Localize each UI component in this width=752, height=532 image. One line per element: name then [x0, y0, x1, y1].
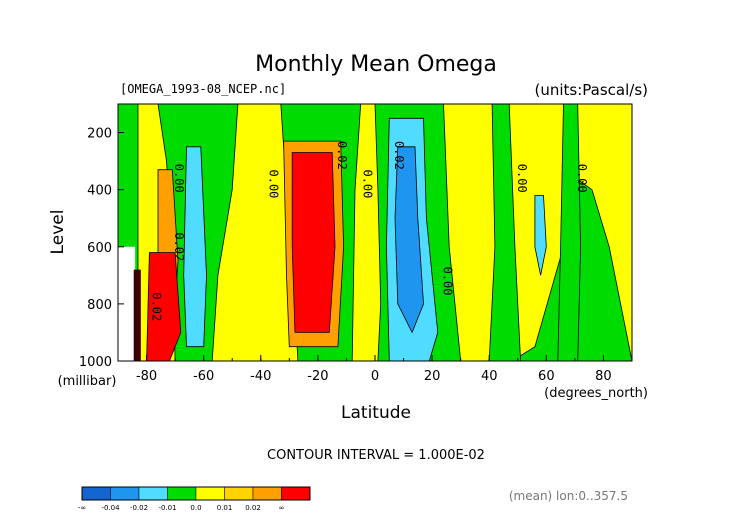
cyan-patch-northern [534, 194, 547, 276]
y-tick-label: 600 [87, 241, 112, 256]
colorbar-swatch [224, 486, 254, 501]
colorbar-swatch [138, 486, 168, 501]
x-tick-label: 20 [424, 369, 441, 384]
colorbar: -∞ -0.04 -0.02 -0.01 0.0 0.01 0.02 ∞ [78, 486, 311, 512]
contour-labels: 0.00 0.00 0.02 0.00 0.02 0.00 0.00 0.00 0.02 0.02 [149, 141, 588, 321]
colorbar-swatch [167, 486, 197, 501]
colorbar-label: -0.04 [101, 504, 120, 512]
units-label: (units:Pascal/s) [535, 81, 649, 99]
x-tick-label: -20 [307, 369, 328, 384]
colorbar-swatch [252, 486, 282, 501]
colorbar-label: -0.01 [158, 504, 176, 512]
x-axis-units: (degrees_north) [544, 386, 648, 401]
colorbar-frame [81, 486, 311, 501]
colorbar-swatch [110, 486, 140, 501]
contour-label-0: 0.00 [172, 164, 186, 193]
contour-interval-text: CONTOUR INTERVAL = 1.000E-02 [267, 448, 485, 463]
contour-label-3: 0.00 [361, 170, 375, 199]
yellow-band-subtropics [211, 104, 299, 361]
green-band-far-north [557, 104, 582, 361]
colorbar-swatch [81, 486, 111, 501]
contour-regions [118, 104, 632, 361]
chart-title: Monthly Mean Omega [255, 52, 497, 77]
red-core-southern [146, 252, 182, 361]
colorbar-label: -∞ [78, 504, 86, 512]
colorbar-label: ∞ [279, 504, 285, 512]
contour-label-1: 0.00 [266, 170, 280, 199]
y-axis-units: (millibar) [58, 374, 117, 389]
green-band-north [488, 104, 522, 361]
x-tick-label: 80 [595, 369, 612, 384]
dense-contour-patch [133, 269, 141, 361]
y-tick-label: 1000 [79, 355, 112, 370]
footnote: (mean) lon:0..357.5 [509, 489, 628, 503]
blue-core-equator [394, 146, 424, 334]
colorbar-swatch [195, 486, 225, 501]
x-axis-label: Latitude [341, 403, 411, 423]
masked-terrain [118, 246, 136, 361]
y-tick-label: 400 [87, 184, 112, 199]
contour-label-4: 0.02 [392, 141, 406, 170]
x-tick-label: 60 [538, 369, 555, 384]
x-tick-label: -60 [193, 369, 214, 384]
x-tick-label: 0 [371, 369, 379, 384]
colorbar-label: 0.0 [190, 504, 201, 512]
colorbar-label: 0.02 [245, 504, 261, 512]
y-tick-label: 200 [87, 127, 112, 142]
file-label: [OMEGA_1993-08_NCEP.nc] [120, 82, 286, 96]
contour-label-6: 0.00 [515, 164, 529, 193]
contour-label-7: 0.00 [575, 164, 589, 193]
x-axis: -80 -60 -40 -20 0 20 40 60 80 [117, 355, 633, 384]
colorbar-label: 0.01 [217, 504, 233, 512]
x-tick-label: -80 [136, 369, 157, 384]
red-core-subtropics [291, 152, 336, 333]
x-tick-label: -40 [250, 369, 271, 384]
contour-label-2: 0.02 [335, 141, 349, 170]
x-tick-label: 40 [481, 369, 498, 384]
yellow-band-equator [351, 104, 382, 361]
contour-label-8: 0.02 [172, 232, 186, 261]
y-axis: 200 400 600 800 1000 [79, 127, 124, 370]
contour-label-5: 0.00 [441, 267, 455, 296]
colorbar-swatch [281, 486, 311, 501]
contour-field [118, 104, 632, 361]
contour-label-9: 0.02 [149, 292, 163, 321]
y-axis-label: Level [48, 210, 68, 255]
y-tick-label: 800 [87, 298, 112, 313]
cyan-band-southern [183, 146, 207, 348]
colorbar-label: -0.02 [130, 504, 148, 512]
